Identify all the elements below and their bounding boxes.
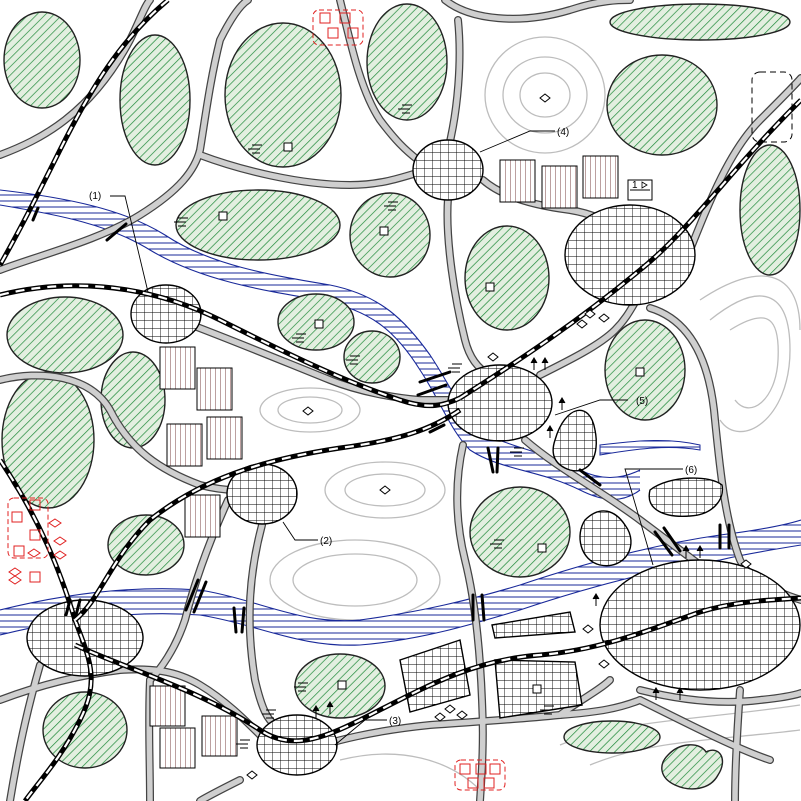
forest-patch (739, 144, 801, 276)
forest-patch (3, 11, 81, 109)
station-sign-number: 1 (632, 180, 638, 191)
leader-lines (110, 130, 683, 746)
railway-line (73, 407, 462, 622)
road (732, 687, 743, 801)
red-marker-group (7, 9, 506, 791)
label-4: (4) (557, 127, 569, 138)
forest-patch (464, 225, 550, 331)
railway-dash (74, 596, 801, 742)
arrow-symbols (312, 357, 704, 718)
forest-patch (349, 192, 431, 278)
railway-dash (459, 99, 801, 399)
road (0, 0, 153, 158)
settlement-3 (256, 714, 338, 776)
railway-dash (0, 284, 461, 407)
road (557, 677, 613, 718)
road (246, 522, 278, 728)
road (445, 17, 463, 153)
road (454, 442, 486, 801)
forest-patch (604, 319, 686, 421)
road (146, 677, 153, 801)
label-3: (3) (389, 716, 401, 727)
forest-patch (107, 514, 185, 576)
forest-patch (609, 3, 791, 41)
settlements (26, 139, 801, 776)
road (637, 687, 801, 705)
forest-patch (343, 330, 401, 384)
road (0, 666, 263, 738)
bridges (31, 206, 731, 634)
map-labels: (1) (2) (3) (4) (5) (6) (89, 127, 697, 727)
forest-patch (606, 54, 718, 156)
road (162, 312, 463, 403)
label-1: (1) (89, 191, 101, 202)
forest-patch (100, 351, 166, 449)
road (0, 372, 238, 493)
settlement-1 (130, 284, 202, 344)
building-blocks (149, 155, 619, 769)
forest-patch (469, 486, 571, 578)
road (197, 152, 423, 188)
road (687, 75, 801, 253)
station-symbol: 1 (627, 179, 653, 201)
settlement-east (564, 204, 696, 306)
forest-patch (6, 296, 124, 374)
road (444, 195, 493, 378)
label-5: (5) (636, 396, 648, 407)
road (197, 777, 243, 801)
forest-patch (224, 22, 342, 168)
road (637, 697, 773, 763)
dashed-boundary (751, 71, 793, 143)
railway-dash (0, 459, 93, 801)
settlement-5 (447, 364, 553, 442)
label-2: (2) (320, 536, 332, 547)
railway-dash (0, 0, 169, 266)
settlement-west (26, 599, 144, 677)
road (442, 0, 633, 22)
road (7, 662, 43, 801)
building-symbol (218, 142, 645, 694)
forest-patch (366, 3, 448, 121)
settlement-6 (599, 559, 801, 691)
label-6: (6) (685, 465, 697, 476)
forest-patch (175, 189, 341, 261)
elevation-point-symbol (246, 93, 752, 780)
forest-patch (661, 744, 724, 790)
marsh-symbol (174, 104, 554, 749)
road (292, 697, 643, 758)
contour-lines (259, 36, 801, 791)
forest-areas (1, 3, 801, 790)
forest-patch (119, 34, 191, 166)
settlement-4 (412, 139, 484, 201)
forest-patch (563, 720, 661, 754)
